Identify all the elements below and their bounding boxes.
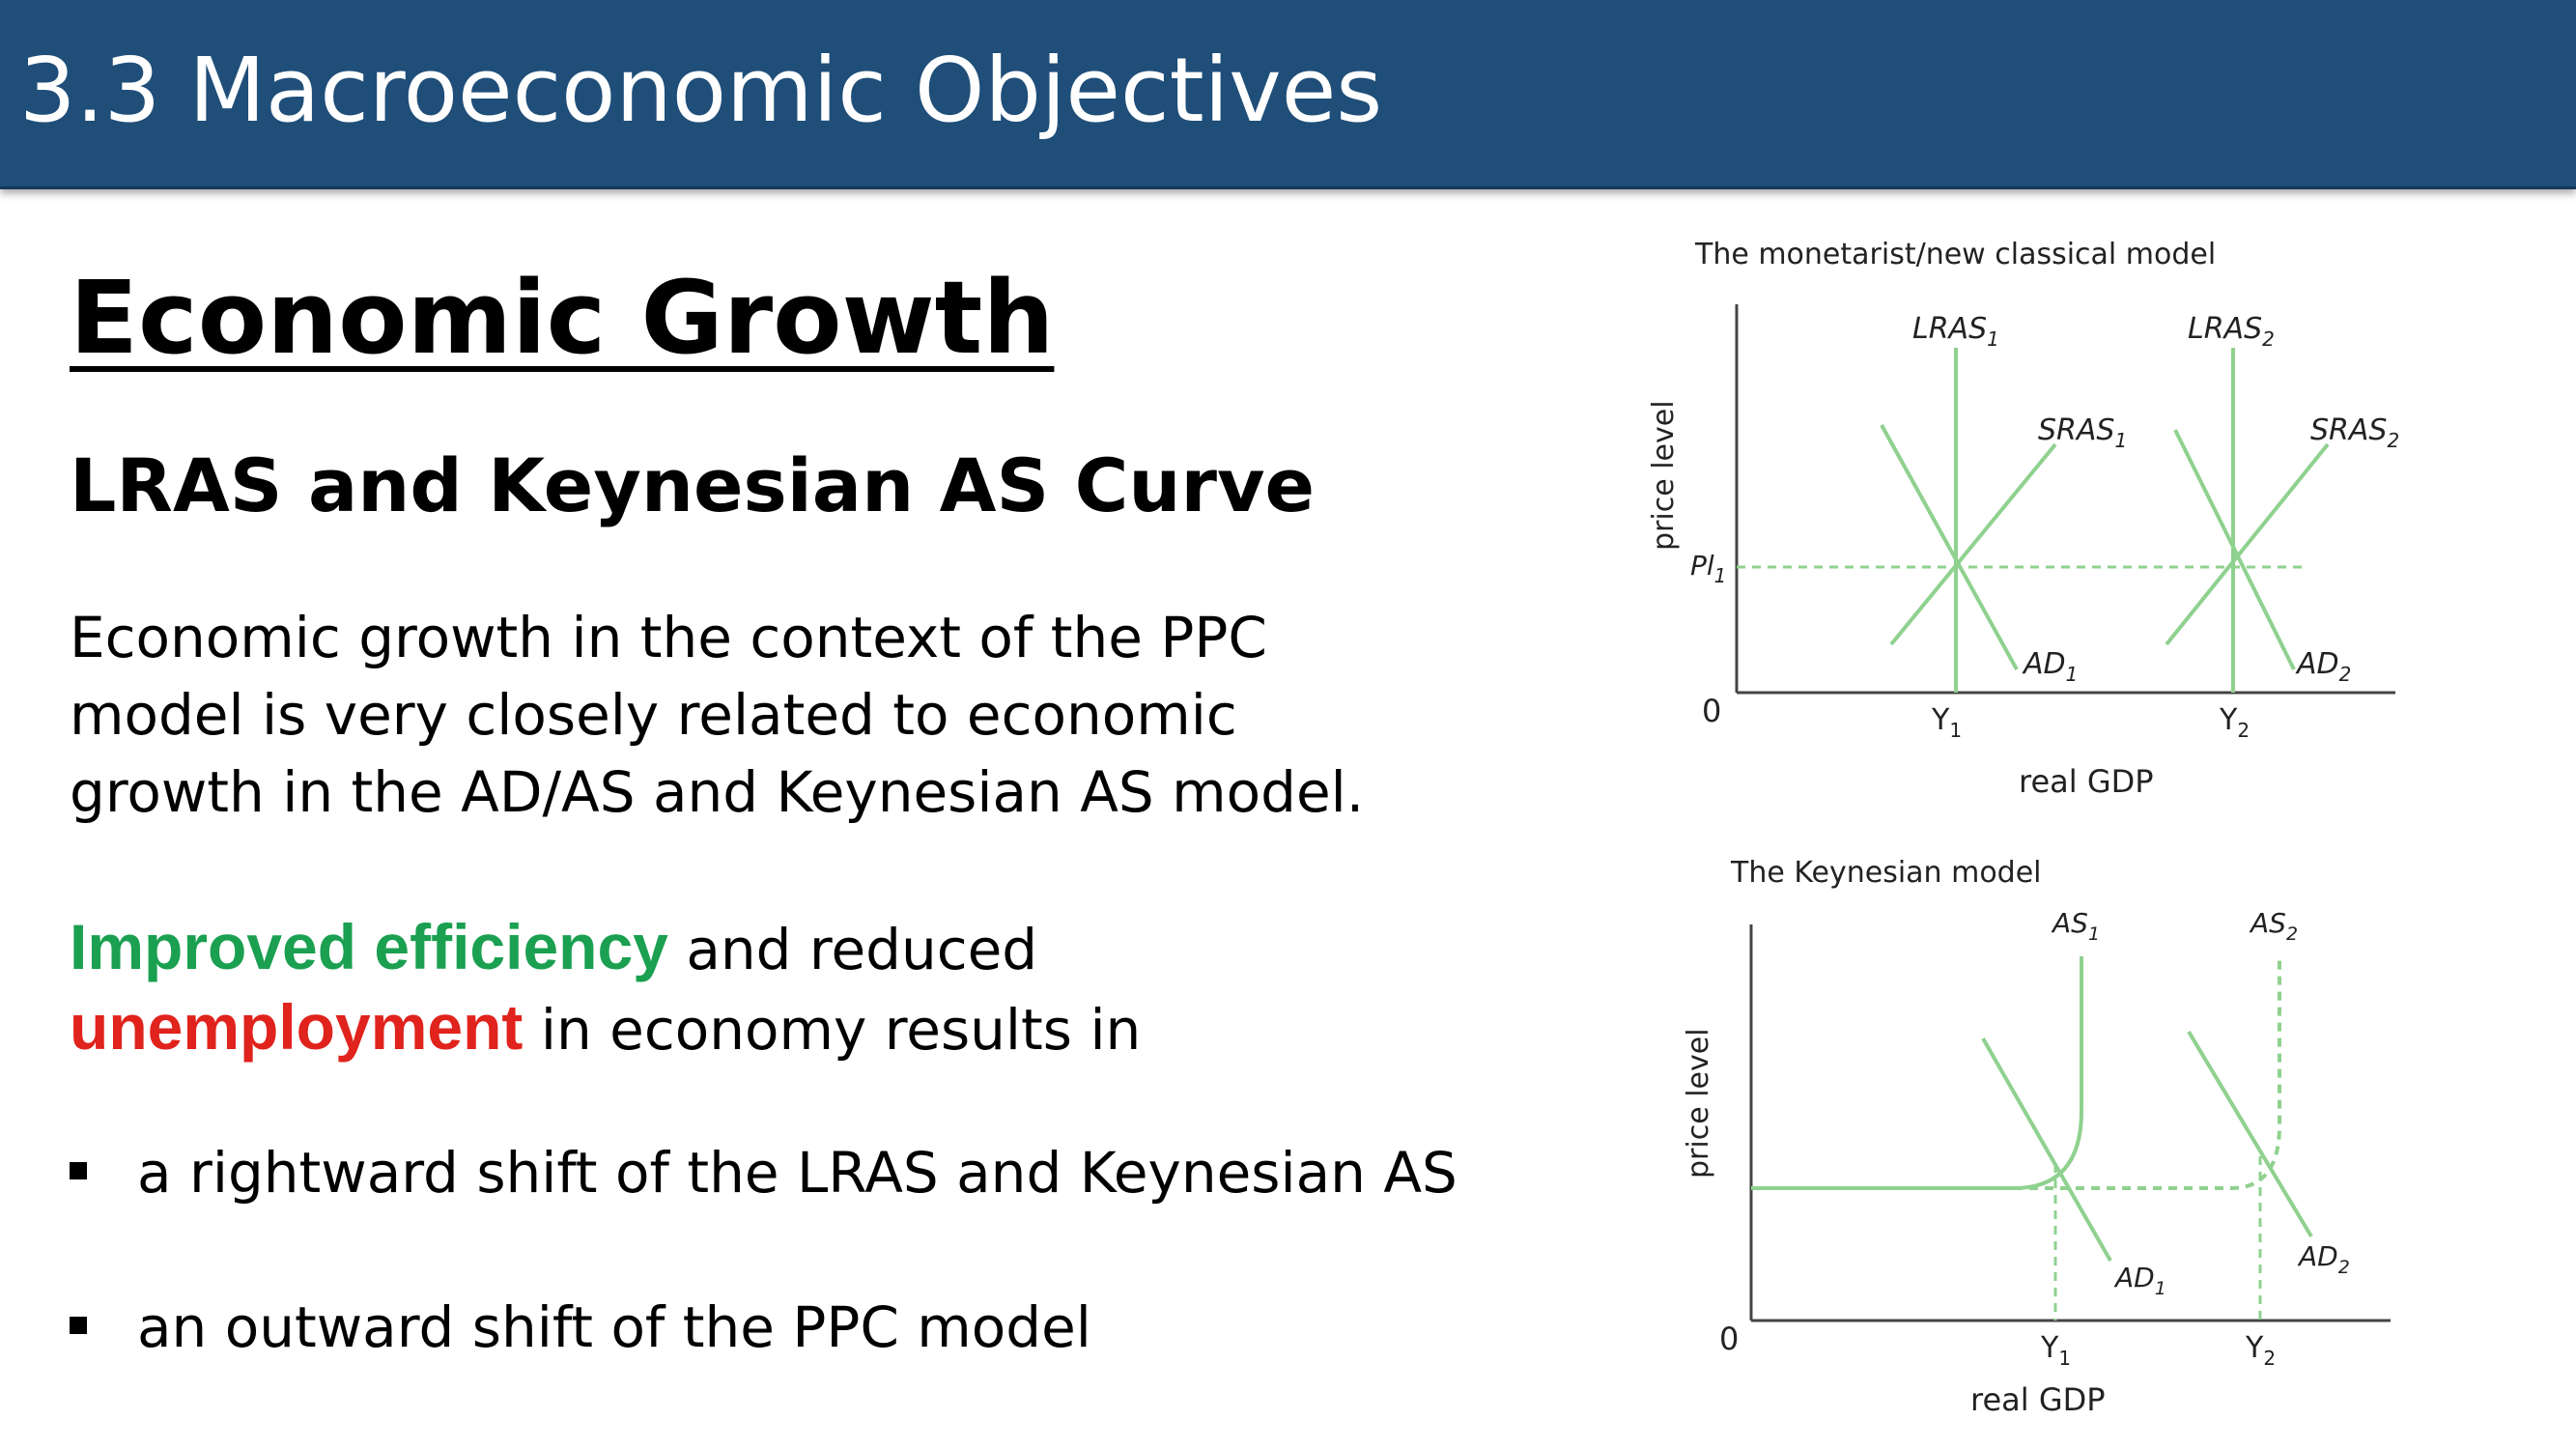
bullet-text: a rightward shift of the LRAS and Keynes… (137, 1140, 1458, 1206)
y-axis-label: price level (1647, 400, 1681, 551)
ad1-curve (1981, 1037, 2112, 1262)
text-and-reduced: and reduced (667, 917, 1038, 982)
section-title: Economic Growth (70, 259, 1055, 377)
as1-label: AS1 (2051, 907, 2100, 945)
y1-tick-label: Y1 (2040, 1331, 2071, 1370)
y1-tick-label: Y1 (1931, 703, 1962, 742)
sras1-label: SRAS1 (2038, 413, 2127, 452)
y2-tick-label: Y2 (2219, 703, 2250, 742)
origin-label: 0 (1702, 693, 1721, 729)
bullet-item: a rightward shift of the LRAS and Keynes… (70, 1140, 1458, 1206)
paragraph-intro: Economic growth in the context of the PP… (70, 605, 1365, 825)
bullet-square-icon (70, 1161, 87, 1179)
bullet-text: an outward shift of the PPC model (137, 1294, 1091, 1360)
ad2-curve (2173, 429, 2296, 670)
keynesian-model-diagram: The Keynesian model price level real GDP… (1682, 856, 2391, 1418)
as1-curve (1751, 956, 2083, 1190)
y2-tick-label: Y2 (2245, 1331, 2276, 1370)
ad2-label: AD2 (2295, 647, 2351, 686)
monetarist-model-diagram: The monetarist/new classical model price… (1647, 238, 2399, 800)
bullet-item: an outward shift of the PPC model (70, 1294, 1091, 1360)
ad1-curve (1880, 424, 2019, 670)
sras2-curve (2165, 442, 2330, 646)
highlight-unemployment: unemployment (70, 991, 524, 1063)
sras1-curve (1889, 442, 2057, 646)
paragraph-efficiency: Improved efficiency and reduced unemploy… (70, 908, 1441, 1068)
diagram-title: The Keynesian model (1730, 856, 2042, 890)
text-results-in: in economy results in (523, 997, 1142, 1063)
subtitle: LRAS and Keynesian AS Curve (70, 442, 1316, 528)
origin-label: 0 (1719, 1321, 1739, 1357)
y-axis-label: price level (1682, 1028, 1715, 1179)
title-bar: 3.3 Macroeconomic Objectives (0, 0, 2576, 189)
ad2-curve (2187, 1030, 2313, 1238)
lras1-label: LRAS1 (1912, 312, 1999, 351)
diagram-title: The monetarist/new classical model (1694, 238, 2216, 271)
as2-curve (2014, 956, 2281, 1190)
slide-title: 3.3 Macroeconomic Objectives (19, 39, 1383, 142)
ad1-label: AD1 (2113, 1262, 2166, 1299)
highlight-efficiency: Improved efficiency (70, 911, 668, 982)
lras2-label: LRAS2 (2188, 312, 2275, 351)
x-axis-label: real GDP (1970, 1381, 2106, 1418)
as2-label: AS2 (2249, 907, 2298, 945)
ad1-label: AD1 (2022, 647, 2078, 686)
price-level-label: Pl1 (1690, 550, 1726, 587)
bullet-square-icon (70, 1316, 87, 1334)
x-axis-label: real GDP (2019, 763, 2154, 800)
sras2-label: SRAS2 (2310, 413, 2399, 452)
ad2-label: AD2 (2297, 1240, 2350, 1278)
